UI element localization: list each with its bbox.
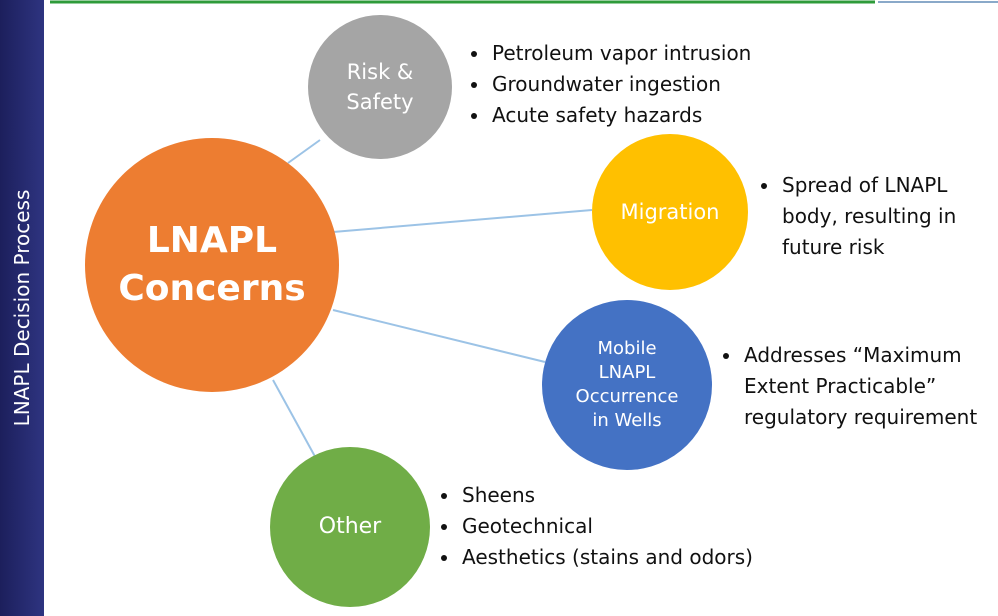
bullet-list: Addresses “Maximum Extent Practicable” r… xyxy=(722,340,998,433)
connector xyxy=(332,309,546,363)
node-circle xyxy=(592,134,748,290)
connectors xyxy=(272,139,593,463)
node-label: Risk & Safety xyxy=(346,60,414,114)
bullet: Groundwater ingestion xyxy=(490,69,810,100)
center-label: LNAPL Concerns xyxy=(118,220,306,309)
bullet: Sheens xyxy=(460,480,800,511)
node-label: Mobile LNAPL Occurrence in Wells xyxy=(575,338,679,431)
connector xyxy=(287,139,321,164)
bullet: Geotechnical xyxy=(460,511,800,542)
bullet: Acute safety hazards xyxy=(490,100,810,131)
node-circle xyxy=(542,300,712,470)
bullet-list: SheensGeotechnicalAesthetics (stains and… xyxy=(440,480,800,573)
node-circle xyxy=(270,447,430,607)
node-label: Migration xyxy=(620,200,720,224)
connector xyxy=(332,209,593,233)
bullet: Petroleum vapor intrusion xyxy=(490,38,810,69)
node-label: Other xyxy=(318,514,382,539)
sidebar-label: LNAPL Decision Process xyxy=(10,189,34,427)
center-circle xyxy=(85,138,339,392)
bullet: Addresses “Maximum Extent Practicable” r… xyxy=(742,340,998,433)
bullet: Aesthetics (stains and odors) xyxy=(460,542,800,573)
bullet-list: Petroleum vapor intrusionGroundwater ing… xyxy=(470,38,810,131)
connector xyxy=(272,379,319,463)
bullet-list: Spread of LNAPL body, resulting in futur… xyxy=(760,170,990,263)
node-circle xyxy=(308,15,452,159)
bullet: Spread of LNAPL body, resulting in futur… xyxy=(780,170,990,263)
sidebar xyxy=(0,0,44,616)
